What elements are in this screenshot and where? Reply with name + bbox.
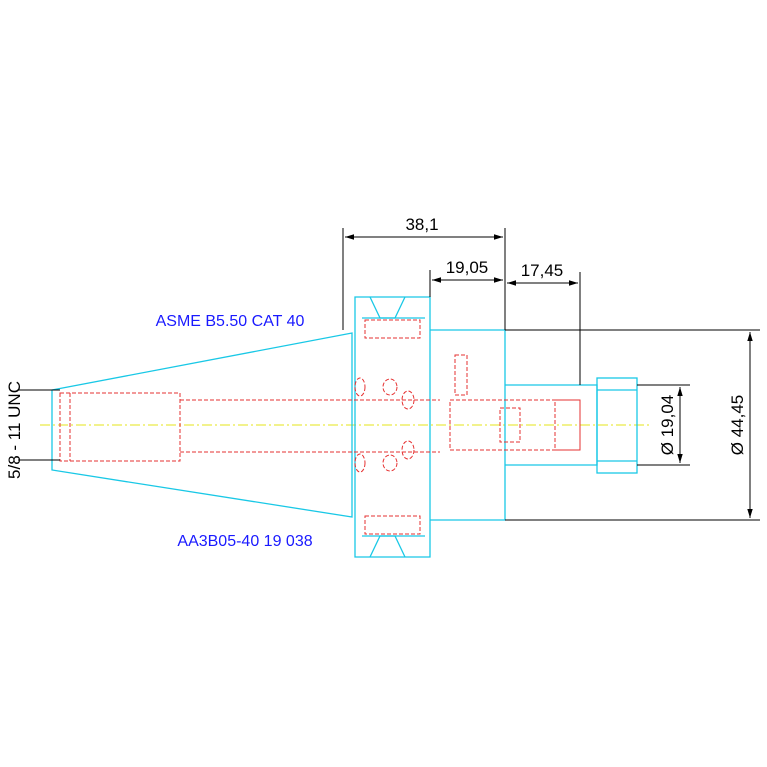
standard-label: ASME B5.50 CAT 40: [156, 313, 305, 330]
dim-overall: 38,1: [405, 215, 438, 234]
part-number-label: AA3B05-40 19 038: [177, 533, 312, 550]
dim-shank: 17,45: [521, 261, 564, 280]
dim-shank-diameter: Ø 19,04: [658, 395, 677, 456]
thread-label: 5/8 - 11 UNC: [5, 381, 24, 479]
internal-features: [59, 319, 581, 535]
dimension-lines: [18, 228, 760, 521]
dim-body: 19,05: [446, 258, 489, 277]
dim-body-diameter: Ø 44,45: [728, 395, 747, 456]
tool-holder-outline: [40, 296, 650, 558]
